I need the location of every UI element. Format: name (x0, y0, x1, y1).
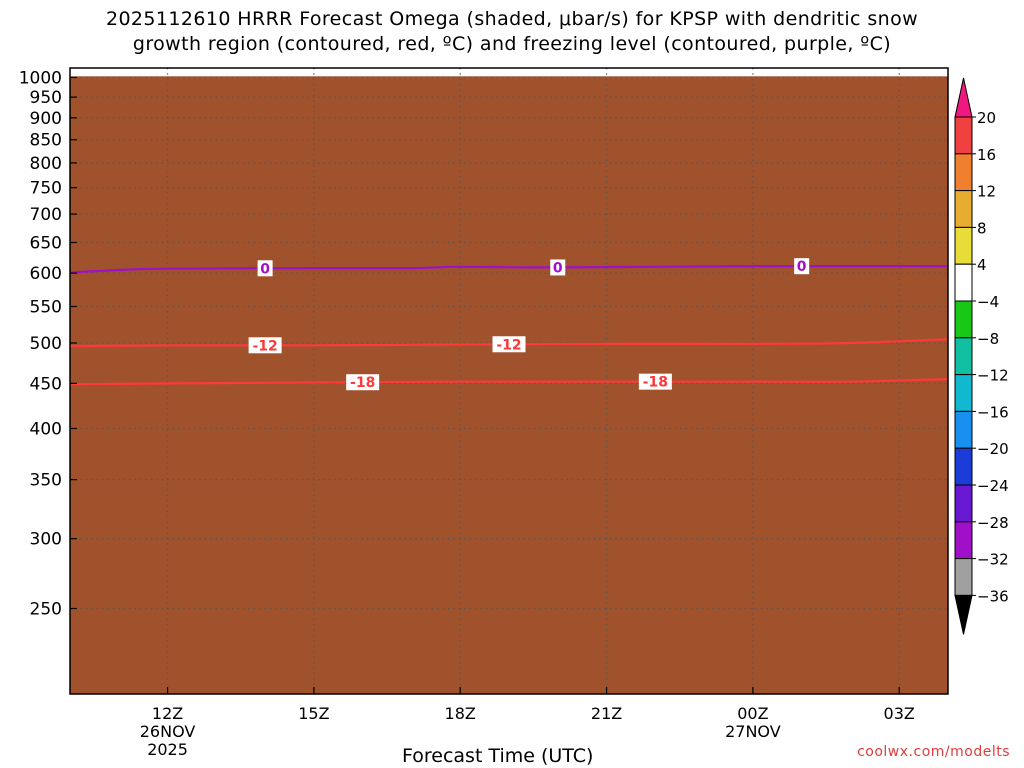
y-tick-label-350: 350 (30, 471, 62, 491)
colorbar-label-5: 4 (977, 256, 987, 274)
colorbar-swatch-4 (954, 226, 973, 265)
colorbar-label-10: −20 (977, 440, 1009, 458)
y-tick-label-700: 700 (30, 205, 62, 225)
y-tick-label-1000: 1000 (19, 68, 62, 88)
y-tick-label-550: 550 (30, 297, 62, 317)
chart-title-line1: 2025112610 HRRR Forecast Omega (shaded, … (105, 8, 919, 30)
y-tick-label-750: 750 (30, 179, 62, 199)
y-tick-label-500: 500 (30, 334, 62, 354)
colorbar-swatch-9 (954, 410, 973, 449)
colorbar-label-4: 8 (977, 219, 987, 237)
x-year-label-2025: 2025 (147, 740, 188, 759)
contour-label-bg--18-2 (638, 373, 672, 390)
y-tick-label-300: 300 (30, 530, 62, 550)
contour-label--18-2: -18 (643, 375, 668, 391)
chart-title-line2: growth region (contoured, red, ºC) and f… (132, 33, 892, 55)
contour-label-bg--12-1 (248, 337, 282, 354)
colorbar-swatch-12 (954, 521, 973, 560)
x-tick-label-00Z: 00Z (737, 704, 768, 723)
colorbar-label-9: −16 (977, 403, 1009, 421)
contour--18 (70, 378, 948, 386)
ground-surface (70, 76, 948, 694)
x-tick-label-18Z: 18Z (445, 704, 476, 723)
colorbar-label-1: 20 (977, 109, 996, 127)
colorbar-swatch-7 (954, 337, 973, 376)
colorbar-swatch-3 (954, 190, 973, 228)
contour-label-0-1: 0 (260, 261, 270, 277)
y-tick-label-400: 400 (30, 419, 62, 439)
colorbar-label-11: −24 (977, 477, 1009, 495)
x-date-label-26NOV: 26NOV (140, 722, 196, 741)
contour-label-bg--18-1 (346, 374, 380, 391)
colorbar-label-14: −36 (977, 587, 1009, 605)
contour-label-bg-0-1 (257, 260, 273, 277)
colorbar-label-8: −12 (977, 367, 1009, 385)
x-tick-label-15Z: 15Z (298, 704, 329, 723)
x-axis-title: Forecast Time (UTC) (402, 745, 594, 767)
colorbar-label-3: 12 (977, 183, 996, 201)
y-axis: 2503003504004505005506006507007508008509… (19, 68, 77, 620)
colorbar-swatch-10 (954, 447, 973, 486)
y-tick-label-600: 600 (30, 264, 62, 284)
contour-labels: -18 -18 -12 -12 0 0 0 (248, 258, 810, 391)
colorbar-swatch-1 (954, 116, 973, 155)
colorbar-swatch-5 (954, 263, 973, 302)
colorbar-bottom-arrow (954, 594, 973, 635)
colorbar-label-2: 16 (977, 146, 996, 164)
colorbar-label-13: −32 (977, 551, 1009, 569)
contour-label-0-2: 0 (553, 260, 563, 276)
contour-label--12-2: -12 (496, 337, 521, 353)
y-tick-label-950: 950 (30, 88, 62, 108)
colorbar: 20 16 12 8 4 −4 −8 −12 −16 −20 −24 −28 −32 −36 (954, 77, 1009, 635)
colorbar-top-arrow (954, 77, 973, 118)
colorbar-label-12: −28 (977, 514, 1009, 532)
y-tick-label-650: 650 (30, 233, 62, 253)
credit-link[interactable]: coolwx.com/modelts (857, 744, 1010, 760)
contour-0 (70, 265, 948, 274)
contour-label--12-1: -12 (252, 338, 277, 354)
y-tick-label-450: 450 (30, 374, 62, 394)
y-tick-label-850: 850 (30, 131, 62, 151)
y-tick-label-800: 800 (30, 154, 62, 174)
colorbar-label-6: −4 (977, 293, 999, 311)
x-date-label-27NOV: 27NOV (725, 722, 781, 741)
contour-label--18-1: -18 (350, 375, 375, 391)
x-tick-label-03Z: 03Z (884, 704, 915, 723)
colorbar-swatch-2 (954, 153, 973, 192)
contour-label-bg--12-2 (492, 336, 526, 353)
colorbar-label-7: −8 (977, 330, 999, 348)
contour-label-bg-0-3 (794, 258, 810, 275)
contour-label-0-3: 0 (797, 259, 807, 275)
y-tick-label-250: 250 (30, 600, 62, 620)
colorbar-swatch-13 (954, 558, 973, 596)
colorbar-swatch-8 (954, 374, 973, 412)
x-tick-label-21Z: 21Z (591, 704, 622, 723)
colorbar-swatch-6 (954, 300, 973, 339)
x-tick-label-12Z: 12Z (152, 704, 183, 723)
y-tick-label-900: 900 (30, 109, 62, 129)
colorbar-swatch-11 (954, 484, 973, 523)
plot-frame (69, 67, 949, 695)
contour-label-bg-0-2 (550, 259, 566, 276)
